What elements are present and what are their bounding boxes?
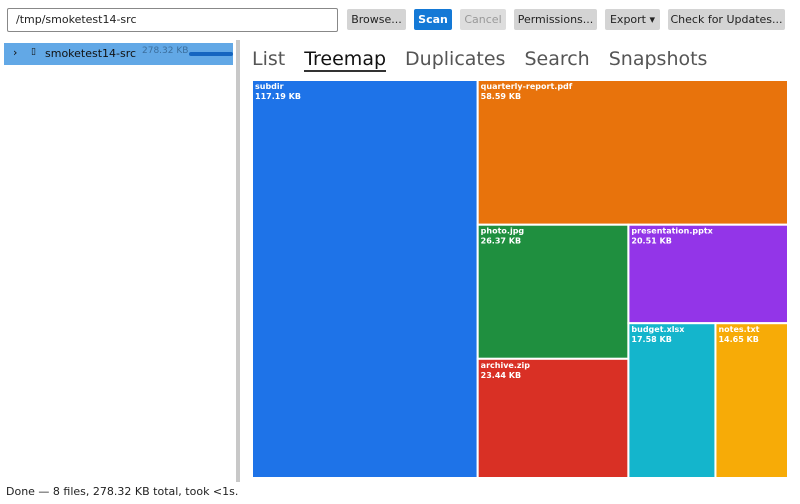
- tile-size: 58.59 KB: [481, 92, 521, 101]
- tab[interactable]: Snapshots: [608, 48, 708, 70]
- treemap-tile: [627, 223, 788, 325]
- tile-name: archive.zip: [481, 361, 531, 370]
- tree-size: 278.32 KB: [142, 46, 189, 56]
- tile-size: 17.58 KB: [631, 335, 671, 344]
- permissions-button[interactable]: Permissions...: [514, 9, 597, 30]
- tile-size: 26.37 KB: [481, 237, 521, 246]
- export-button[interactable]: Export ▾: [605, 9, 660, 30]
- tab[interactable]: Duplicates: [405, 48, 506, 70]
- tab[interactable]: Search: [524, 48, 590, 70]
- path-input[interactable]: /tmp/smoketest14-src: [7, 8, 338, 32]
- cancel-button: Cancel: [460, 9, 506, 30]
- tile-name: presentation.pptx: [631, 227, 713, 236]
- treemap-tile: [252, 80, 479, 478]
- tile-size: 14.65 KB: [718, 335, 758, 344]
- treemap-tile: [714, 322, 788, 478]
- treemap-tile: [476, 357, 630, 478]
- treemap-tile: [627, 322, 717, 478]
- tab-active[interactable]: Treemap: [304, 48, 387, 72]
- tab[interactable]: List: [252, 48, 286, 70]
- treemap-tile: [476, 223, 630, 360]
- tree-row[interactable]: › ▯ smoketest14-src 278.32 KB: [4, 43, 233, 65]
- tree-name: smoketest14-src: [45, 47, 137, 60]
- scan-button[interactable]: Scan: [414, 9, 452, 30]
- tab-bar: List Treemap Duplicates Search Snapshots: [252, 48, 707, 72]
- tile-name: subdir: [255, 82, 284, 91]
- splitter[interactable]: [236, 40, 240, 482]
- treemap-tile: [476, 80, 788, 226]
- tile-name: notes.txt: [718, 325, 759, 334]
- tile-size: 20.51 KB: [631, 237, 671, 246]
- tile-size: 117.19 KB: [255, 92, 301, 101]
- expand-arrow[interactable]: ›: [13, 46, 18, 59]
- tree-panel: [0, 40, 236, 482]
- tile-name: quarterly-report.pdf: [481, 82, 573, 91]
- tile-name: photo.jpg: [481, 227, 525, 236]
- status-bar: Done — 8 files, 278.32 KB total, took <1…: [6, 485, 239, 498]
- tile-name: budget.xlsx: [631, 325, 685, 334]
- browse-button[interactable]: Browse...: [347, 9, 406, 30]
- updates-button[interactable]: Check for Updates...: [668, 9, 785, 30]
- size-bar: [189, 52, 233, 56]
- tile-size: 23.44 KB: [481, 371, 521, 380]
- folder-icon: ▯: [31, 47, 36, 57]
